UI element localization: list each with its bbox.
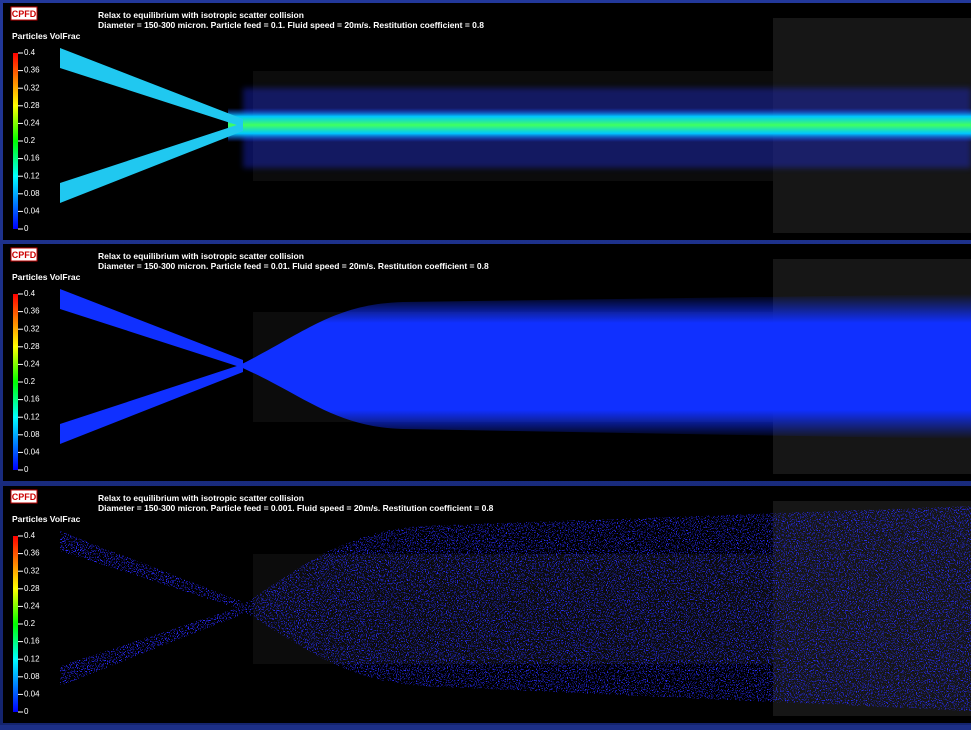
colorbar-tick-label: 0 bbox=[24, 707, 29, 716]
colorbar-tick-label: 0.04 bbox=[24, 690, 40, 699]
colorbar-tick-label: 0.32 bbox=[24, 566, 40, 575]
colorbar-tick-label: 0.36 bbox=[24, 66, 40, 75]
colorbar-label: Particles VolFrac bbox=[12, 31, 81, 41]
colorbar-tick-label: 0.04 bbox=[24, 448, 40, 457]
colorbar-tick-label: 0.04 bbox=[24, 207, 40, 216]
colorbar-tick-label: 0 bbox=[24, 465, 29, 474]
flow bbox=[60, 506, 971, 711]
colorbar-tick-label: 0.32 bbox=[24, 324, 40, 333]
colorbar-tick-label: 0.16 bbox=[24, 395, 40, 404]
colorbar-tick-label: 0.36 bbox=[24, 549, 40, 558]
jet bbox=[228, 108, 971, 142]
colorbar bbox=[13, 536, 18, 712]
colorbar-tick-label: 0.24 bbox=[24, 360, 40, 369]
panel-title: Relax to equilibrium with isotropic scat… bbox=[98, 251, 304, 261]
panel: CPFD Relax to equilibrium with isotropic … bbox=[3, 486, 971, 723]
flow bbox=[60, 289, 971, 444]
colorbar-tick-label: 0.24 bbox=[24, 119, 40, 128]
logo: CPFD bbox=[10, 6, 38, 21]
logo: CPFD bbox=[10, 489, 38, 504]
colorbar-tick-label: 0.24 bbox=[24, 602, 40, 611]
colorbar-tick-label: 0.2 bbox=[24, 619, 36, 628]
colorbar-tick-label: 0.4 bbox=[24, 48, 36, 57]
panel-title: Relax to equilibrium with isotropic scat… bbox=[98, 493, 304, 503]
jet bbox=[238, 506, 971, 711]
panel-subtitle: Diameter = 150-300 micron. Particle feed… bbox=[98, 261, 489, 271]
colorbar-tick-label: 0.08 bbox=[24, 672, 40, 681]
logo-text: CPFD bbox=[12, 250, 37, 260]
inlet-arm bbox=[60, 364, 243, 444]
panel: CPFD Relax to equilibrium with isotropic … bbox=[3, 244, 971, 481]
colorbar-label: Particles VolFrac bbox=[12, 514, 81, 524]
flow bbox=[60, 48, 971, 203]
colorbar-tick-label: 0.36 bbox=[24, 307, 40, 316]
colorbar-tick-label: 0.2 bbox=[24, 377, 36, 386]
jet bbox=[238, 294, 971, 439]
logo-text: CPFD bbox=[12, 492, 37, 502]
inlet-arm bbox=[60, 606, 243, 686]
logo-box bbox=[10, 489, 38, 504]
colorbar-tick-label: 0.16 bbox=[24, 637, 40, 646]
colorbar bbox=[13, 53, 18, 229]
logo-box bbox=[10, 247, 38, 262]
colorbar-tick-label: 0.32 bbox=[24, 83, 40, 92]
logo-text: CPFD bbox=[12, 9, 37, 19]
colorbar-tick-label: 0.16 bbox=[24, 154, 40, 163]
panel-title: Relax to equilibrium with isotropic scat… bbox=[98, 10, 304, 20]
inlet-arm bbox=[60, 48, 243, 127]
colorbar-tick-label: 0.2 bbox=[24, 136, 36, 145]
panel-subtitle: Diameter = 150-300 micron. Particle feed… bbox=[98, 503, 494, 513]
inlet-arm bbox=[60, 123, 243, 203]
panel: CPFD Relax to equilibrium with isotropic … bbox=[3, 3, 971, 240]
logo: CPFD bbox=[10, 247, 38, 262]
colorbar-tick-label: 0.12 bbox=[24, 171, 40, 180]
colorbar-tick-label: 0.28 bbox=[24, 342, 40, 351]
colorbar-tick-label: 0.08 bbox=[24, 430, 40, 439]
inlet-arm bbox=[60, 531, 243, 610]
colorbar-label: Particles VolFrac bbox=[12, 272, 81, 282]
colorbar-tick-label: 0.12 bbox=[24, 654, 40, 663]
colorbar-tick-label: 0.28 bbox=[24, 584, 40, 593]
colorbar-tick-label: 0.4 bbox=[24, 289, 36, 298]
colorbar-tick-label: 0.12 bbox=[24, 412, 40, 421]
inlet-arm bbox=[60, 289, 243, 368]
logo-box bbox=[10, 6, 38, 21]
colorbar-tick-label: 0.28 bbox=[24, 101, 40, 110]
colorbar-tick-label: 0.4 bbox=[24, 531, 36, 540]
colorbar-tick-label: 0.08 bbox=[24, 189, 40, 198]
colorbar-tick-label: 0 bbox=[24, 224, 29, 233]
panel-subtitle: Diameter = 150-300 micron. Particle feed… bbox=[98, 20, 484, 30]
colorbar bbox=[13, 294, 18, 470]
